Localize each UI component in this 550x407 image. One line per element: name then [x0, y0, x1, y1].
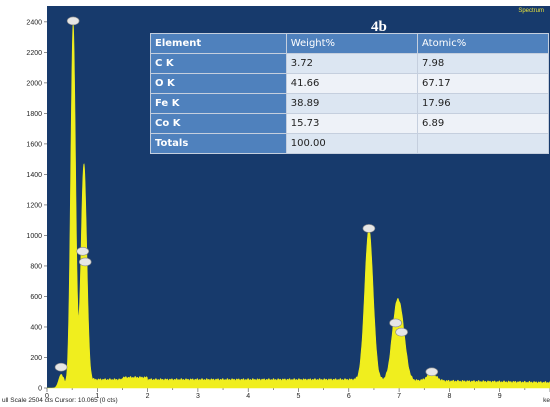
y-tick-label: 1200	[26, 202, 42, 209]
x-axis: 0 1 2 3 4 5 6 7 8 9	[45, 388, 550, 400]
cell-weight: 15.73	[285, 113, 418, 134]
x-tick-label: 1	[95, 393, 99, 400]
cell-weight: 100.00	[285, 133, 418, 154]
cell-weight: 38.89	[285, 93, 418, 114]
y-tick-label: 600	[30, 294, 42, 301]
x-axis-unit: ke	[543, 397, 550, 404]
y-tick-label: 400	[30, 324, 42, 331]
cell-weight: 3.72	[285, 53, 418, 74]
y-tick-label: 2000	[26, 80, 42, 87]
cell-atomic: 67.17	[416, 73, 550, 94]
x-tick-label: 8	[447, 393, 451, 400]
peak-marker	[54, 362, 68, 372]
cell-element: C K	[150, 53, 287, 74]
header-atomic: Atomic%	[416, 33, 550, 54]
cell-atomic: 17.96	[416, 93, 550, 114]
table-row: Co K 15.73 6.89	[150, 113, 550, 134]
peak-marker	[395, 327, 408, 337]
y-axis: 0 200 400 600 800 1000 1200 1400 1600 1800 2000 220…	[26, 19, 47, 393]
table-row: Totals 100.00	[150, 133, 550, 154]
y-tick-label: 800	[30, 263, 42, 270]
x-tick-label: 2	[146, 393, 150, 400]
cell-atomic	[416, 133, 550, 154]
cell-atomic: 6.89	[416, 113, 550, 134]
peak-marker	[389, 318, 402, 328]
peak-marker	[362, 224, 376, 233]
peak-marker	[425, 367, 439, 377]
x-tick-label: 6	[347, 393, 351, 400]
header-weight: Weight%	[285, 33, 418, 54]
y-tick-label: 2400	[26, 19, 42, 26]
y-tick-label: 1600	[26, 141, 42, 148]
peak-marker	[66, 16, 80, 26]
y-tick-label: 2200	[26, 50, 42, 57]
cell-element: Co K	[150, 113, 287, 134]
table-header-row: Element Weight% Atomic%	[150, 33, 550, 54]
table-row: C K 3.72 7.98	[150, 53, 550, 74]
x-tick-label: 7	[397, 393, 401, 400]
x-tick-label: 3	[196, 393, 200, 400]
table-row: Fe K 38.89 17.96	[150, 93, 550, 114]
composition-table: Element Weight% Atomic% C K 3.72 7.98 O …	[150, 33, 550, 154]
cell-atomic: 7.98	[416, 53, 550, 74]
status-footer: ull Scale 2504 cts Cursor: 10.065 (0 cts…	[2, 397, 118, 404]
y-tick-label: 1000	[26, 233, 42, 240]
y-tick-label: 1800	[26, 111, 42, 118]
x-tick-label: 4	[246, 393, 250, 400]
cell-element: Fe K	[150, 93, 287, 114]
cell-element: O K	[150, 73, 287, 94]
x-tick-label: 5	[297, 393, 301, 400]
header-element: Element	[150, 33, 287, 54]
cell-element: Totals	[150, 133, 287, 154]
chart-title: 4b	[371, 19, 387, 35]
peak-marker	[76, 246, 90, 256]
spectrum-fill	[47, 23, 550, 389]
peak-marker	[78, 257, 92, 267]
y-tick-label: 200	[30, 355, 42, 362]
y-tick-label: 0	[38, 386, 42, 393]
peak-markers	[54, 16, 439, 377]
cell-weight: 41.66	[285, 73, 418, 94]
table-row: O K 41.66 67.17	[150, 73, 550, 94]
x-tick-label: 9	[498, 393, 502, 400]
spectrum-label: Spectrum	[518, 8, 544, 14]
y-tick-label: 1400	[26, 172, 42, 179]
x-tick-label: 0	[45, 393, 49, 400]
